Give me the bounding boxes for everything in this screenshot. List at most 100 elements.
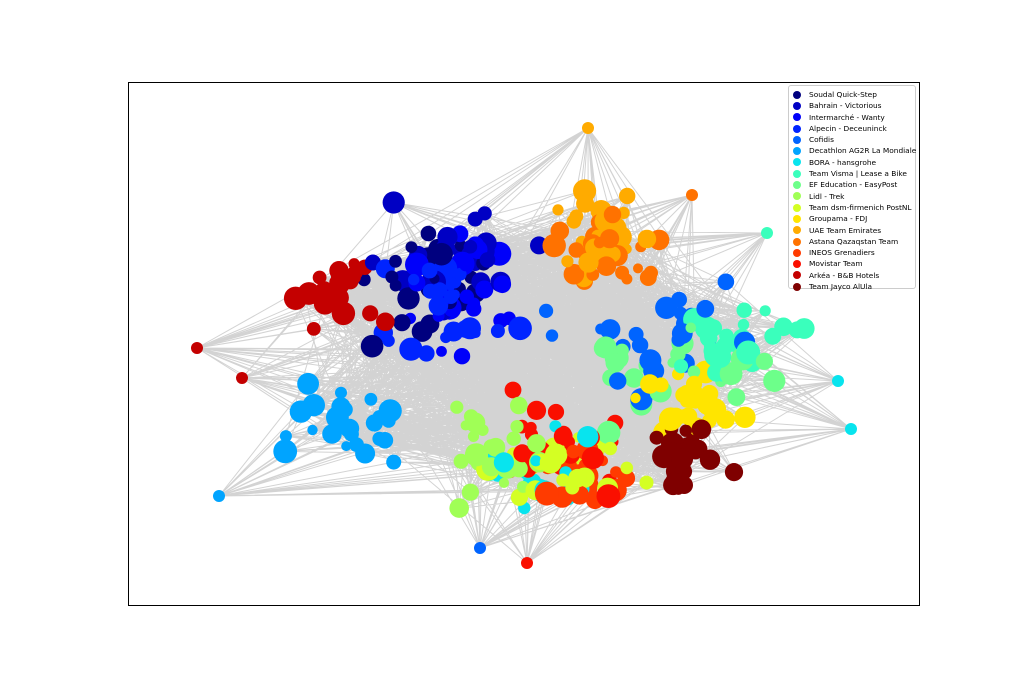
rider-node [755,352,774,370]
legend-marker [793,271,801,280]
rider-node [479,252,496,268]
rider-node [630,392,641,404]
rider-node [679,424,692,437]
rider-node [727,388,746,406]
rider-node [460,420,471,431]
rider-node [343,426,359,442]
rider-node [561,255,574,268]
rider-node [582,122,594,134]
rider-node [360,334,384,358]
legend-label: BORA - hansgrohe [809,157,877,167]
rider-node [774,317,793,337]
rider-node [639,269,657,286]
rider-node [527,434,546,453]
legend-item: Groupama - FDJ [793,213,915,224]
rider-node [639,475,654,490]
legend-label: Groupama - FDJ [809,214,868,224]
legend-marker [793,203,801,212]
rider-node [302,394,325,417]
rider-node [475,280,494,299]
legend-item: Arkéa - B&B Hotels [793,270,915,281]
rider-node [490,324,505,338]
rider-node [534,481,559,506]
rider-node [682,439,696,452]
rider-node [408,273,420,286]
rider-node [464,443,489,467]
rider-node [444,289,459,304]
rider-node [405,241,418,254]
legend-label: Cofidis [809,135,834,145]
rider-node [576,194,595,213]
rider-node [437,226,458,248]
rider-node [553,426,573,446]
rider-node [717,273,735,291]
legend-marker [793,237,801,246]
rider-node [470,327,481,339]
rider-node [397,287,420,310]
rider-node [467,297,481,311]
rider-node [685,322,697,334]
legend-marker [793,124,801,133]
rider-node [556,473,570,487]
rider-node [719,328,734,343]
rider-node [696,299,715,318]
rider-node [539,451,562,474]
rider-node [671,291,687,308]
rider-node [568,468,587,488]
rider-node [759,305,771,317]
rider-node [461,483,479,501]
rider-node [436,346,447,357]
rider-node [624,368,644,388]
legend-marker [793,214,801,223]
rider-node [609,372,627,390]
legend-marker [793,135,801,144]
rider-node [450,400,464,414]
legend-item: BORA - hansgrohe [793,157,915,168]
legend-marker [793,90,801,99]
rider-node [364,392,378,406]
network-graph [191,122,857,569]
rider-node [498,477,510,488]
rider-node [637,229,657,249]
legend-label: Team Visma | Lease a Bike [809,169,907,179]
legend-label: Intermarché - Wanty [809,112,885,122]
rider-node [335,386,347,399]
rider-node [691,419,712,440]
rider-node [376,312,395,332]
rider-node [376,432,394,449]
rider-node [724,463,744,482]
rider-node [615,265,630,280]
legend-item: INEOS Grenadiers [793,247,915,258]
rider-node [297,372,319,395]
rider-node [686,189,698,201]
legend-label: Bahrain - Victorious [809,101,882,111]
rider-node [736,340,761,365]
rider-node [463,409,479,424]
rider-node [510,460,528,478]
rider-node [521,557,533,569]
rider-node [530,455,542,467]
rider-node [512,324,528,340]
rider-node [349,271,361,284]
rider-node [596,256,617,276]
rider-node [273,439,298,464]
rider-node [665,472,683,490]
rider-node [393,314,411,332]
rider-node [459,257,473,272]
legend-label: Decathlon AG2R La Mondiale [809,146,917,156]
rider-node [568,242,584,258]
rider-node [449,498,470,518]
rider-node [597,420,621,445]
rider-node [513,444,532,463]
rider-node [673,359,689,374]
legend-label: EF Education - EasyPost [809,180,898,190]
rider-node [578,252,599,273]
rider-node [453,348,471,365]
rider-node [705,386,716,397]
rider-node [463,239,478,254]
rider-node [298,285,311,297]
legend-marker [793,248,801,257]
rider-node [788,321,806,339]
rider-node [658,407,683,432]
rider-node [510,396,528,415]
